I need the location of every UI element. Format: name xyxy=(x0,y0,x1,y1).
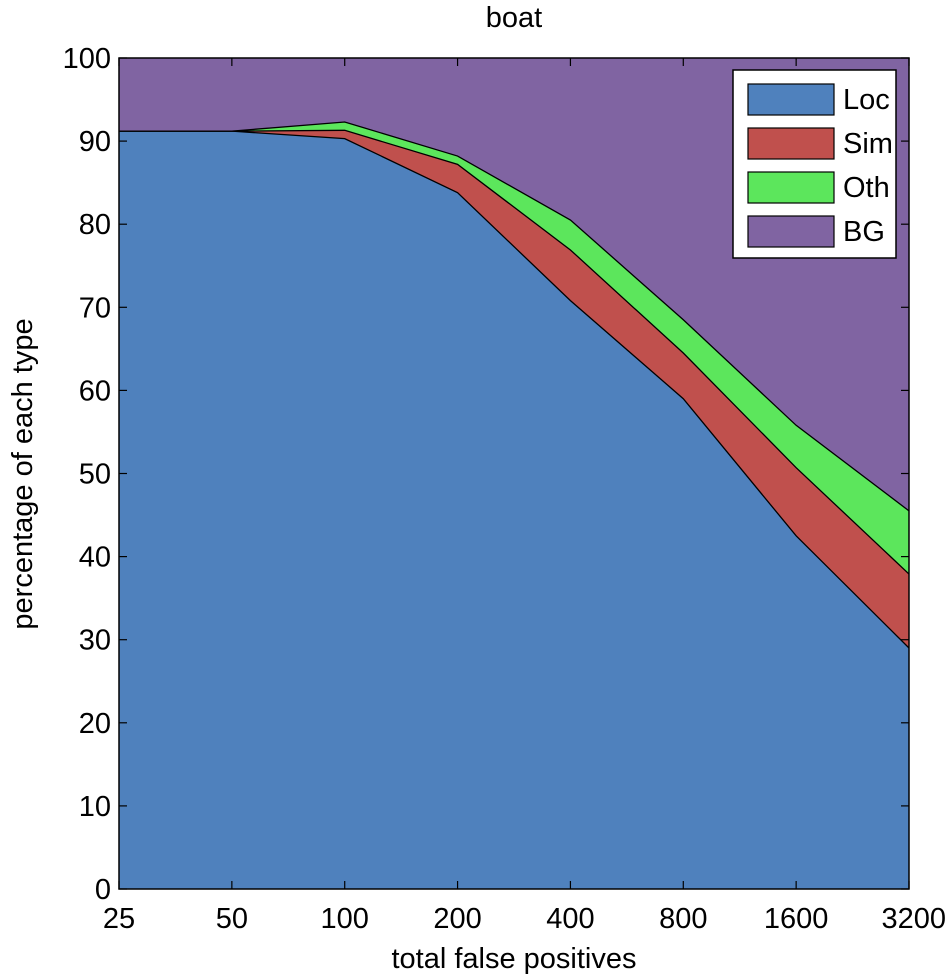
y-tick-labels: 0 10 20 30 40 50 60 70 80 90 100 xyxy=(63,43,111,906)
y-tick-label: 20 xyxy=(79,708,111,740)
legend-swatch-loc xyxy=(747,83,835,116)
legend-label-loc: Loc xyxy=(843,84,890,116)
x-tick-label: 400 xyxy=(546,903,594,935)
y-tick-label: 50 xyxy=(79,459,111,491)
area-sim xyxy=(119,130,909,649)
legend-label-sim: Sim xyxy=(843,128,893,160)
legend-label-oth: Oth xyxy=(843,172,890,204)
y-tick-label: 60 xyxy=(79,375,111,407)
y-tick-label: 90 xyxy=(79,126,111,158)
legend-swatch-bg xyxy=(747,215,835,248)
y-tick-label: 40 xyxy=(79,542,111,574)
y-tick-label: 0 xyxy=(95,874,111,906)
plot-frame xyxy=(118,57,910,890)
legend-swatch-sim xyxy=(747,127,835,160)
x-tick-label: 100 xyxy=(321,903,369,935)
x-tick-label: 200 xyxy=(433,903,481,935)
boundary-sim xyxy=(119,129,910,575)
x-tick-label: 50 xyxy=(216,903,248,935)
boundary-loc xyxy=(119,130,910,649)
y-tick-label: 80 xyxy=(79,209,111,241)
y-tick-label: 10 xyxy=(79,791,111,823)
y-tick-label: 70 xyxy=(79,292,111,324)
stacked-areas xyxy=(119,58,910,889)
x-tick-label: 3200 xyxy=(881,903,946,935)
y-tick-label: 30 xyxy=(79,625,111,657)
x-tick-label: 25 xyxy=(103,903,135,935)
x-tick-labels: 25 50 100 200 400 800 1600 3200 xyxy=(103,903,946,935)
chart-title: boat xyxy=(486,2,542,34)
x-tick-label: 1600 xyxy=(764,903,829,935)
y-tick-label: 100 xyxy=(63,43,111,75)
legend-label-bg: BG xyxy=(843,216,885,248)
legend-swatch-oth xyxy=(747,171,835,204)
area-bg xyxy=(119,58,909,511)
legend: Loc Sim Oth BG xyxy=(732,69,897,259)
boundary-oth xyxy=(119,121,910,512)
y-axis-label: percentage of each type xyxy=(7,318,39,629)
x-axis-label: total false positives xyxy=(391,943,636,975)
x-tick-label: 800 xyxy=(659,903,707,935)
area-loc xyxy=(119,131,909,889)
